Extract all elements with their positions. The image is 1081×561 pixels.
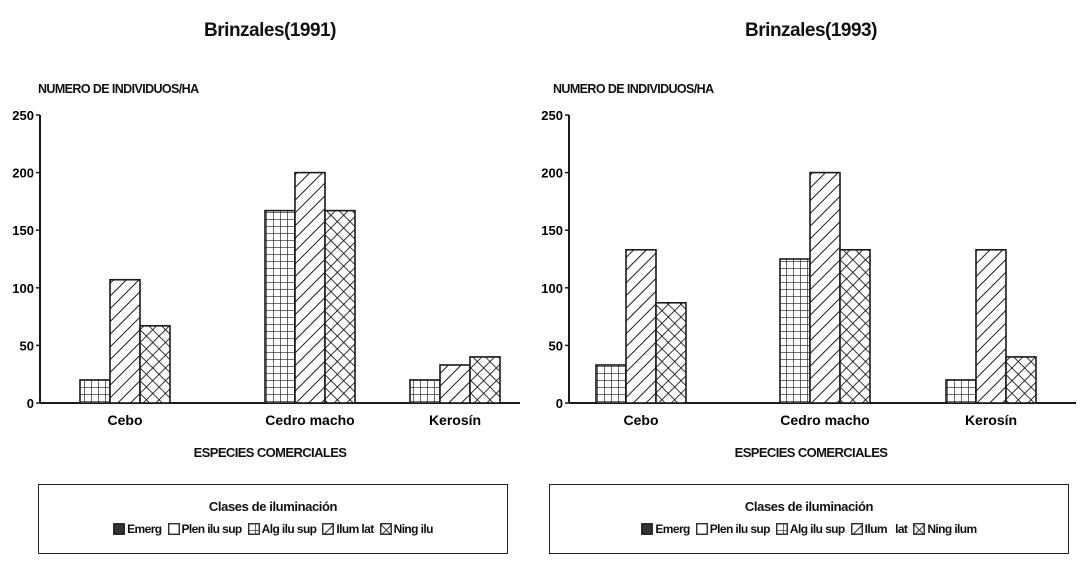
legend-swatch	[247, 523, 260, 535]
legend-label: Ilum lat	[864, 522, 908, 536]
bar-ning-ilu	[655, 301, 687, 404]
bar-alg-ilu-sup	[409, 379, 441, 404]
legend-swatch	[695, 523, 708, 535]
bar-ilum-lat	[294, 171, 326, 404]
legend-item: Ilum lat	[850, 522, 908, 536]
y-tick-label: 0	[27, 396, 34, 411]
y-tick-label: 100	[12, 281, 34, 296]
legend-title: Clases de iluminación	[744, 499, 874, 514]
x-tick-label: Kerosín	[965, 412, 1017, 428]
legend-item: Ilum lat	[322, 522, 374, 536]
legend-swatch	[641, 523, 654, 535]
bar-chart-plot: 0 50 100 150 200 250 Cebo Cedro macho Kerosín	[12, 108, 520, 428]
y-tick-label: 50	[20, 338, 34, 353]
y-tick-label: 150	[12, 223, 34, 238]
bar-alg-ilu-sup	[264, 209, 296, 404]
legend-item: Ning ilu	[379, 522, 434, 536]
legend-swatch	[322, 523, 335, 535]
legend-item: Emerg	[641, 522, 690, 536]
x-tick-label: Kerosín	[429, 412, 481, 428]
legend-item: Alg ilu sup	[247, 522, 317, 536]
bar-ning-ilu	[469, 356, 501, 404]
chart-title: Brinzales(1993)	[745, 20, 877, 41]
legend-swatch	[113, 523, 126, 535]
bar-alg-ilu-sup	[779, 258, 811, 404]
legend: Clases de iluminación Emerg Plen ilu sup A…	[549, 484, 1069, 554]
legend-label: Emerg	[655, 522, 690, 536]
bar-alg-ilu-sup	[79, 379, 111, 404]
legend-item: Ning ilum	[913, 522, 977, 536]
x-tick-label: Cebo	[624, 412, 659, 428]
legend-label: Ning ilum	[927, 522, 977, 536]
legend-label: Alg ilu sup	[261, 522, 317, 536]
y-axis-label: NUMERO DE INDIVIDUOS/HA	[553, 82, 714, 96]
legend-swatch	[850, 523, 863, 535]
legend-item: Alg ilu sup	[776, 522, 845, 536]
x-tick-label: Cedro macho	[780, 412, 869, 428]
x-tick-label: Cedro macho	[265, 412, 354, 428]
y-tick-label: 250	[541, 108, 563, 123]
legend-item: Emerg	[113, 522, 162, 536]
legend-label: Alg ilu sup	[789, 522, 845, 536]
legend-label: Emerg	[127, 522, 162, 536]
y-tick-label: 200	[541, 166, 563, 181]
y-tick-label: 150	[541, 223, 563, 238]
legend: Clases de iluminación Emerg Plen ilu sup A…	[38, 484, 508, 554]
bar-ning-ilu	[839, 248, 871, 404]
bar-ilum-lat	[809, 171, 841, 404]
bar-alg-ilu-sup	[595, 364, 627, 404]
y-tick-label: 100	[541, 281, 563, 296]
legend-item: Plen ilu sup	[167, 522, 243, 536]
y-tick-label: 250	[12, 108, 34, 123]
bar-ning-ilu	[139, 325, 171, 404]
chart-panel-1993: Brinzales(1993) NUMERO DE INDIVIDUOS/HA …	[541, 0, 1081, 561]
chart-title: Brinzales(1991)	[204, 20, 336, 41]
bar-ilum-lat	[439, 364, 471, 404]
bar-ilum-lat	[109, 278, 141, 404]
y-tick-label: 200	[12, 166, 34, 181]
y-axis-label: NUMERO DE INDIVIDUOS/HA	[38, 82, 199, 96]
bar-ilum-lat	[625, 248, 657, 404]
y-tick-label: 50	[549, 338, 563, 353]
legend-swatch	[379, 523, 392, 535]
bar-ilum-lat	[975, 248, 1007, 404]
legend-swatch	[167, 523, 180, 535]
legend-label: Ning ilu	[393, 522, 434, 536]
legend-title: Clases de iluminación	[208, 499, 338, 514]
y-tick-label: 0	[556, 396, 563, 411]
bar-ning-ilu	[1005, 356, 1037, 404]
x-tick-label: Cebo	[108, 412, 143, 428]
legend-label: Ilum lat	[336, 522, 374, 536]
legend-item: Plen ilu sup	[695, 522, 771, 536]
x-axis-label: ESPECIES COMERCIALES	[193, 445, 347, 460]
legend-swatch	[776, 523, 788, 535]
x-axis-label: ESPECIES COMERCIALES	[734, 445, 888, 460]
legend-label: Plen ilu sup	[709, 522, 771, 536]
chart-panel-1991: Brinzales(1991) NUMERO DE INDIVIDUOS/HA …	[0, 0, 540, 561]
legend-label: Plen ilu sup	[181, 522, 243, 536]
bar-chart-plot: 0 50 100 150 200 250 Cebo Cedro macho Kerosín	[541, 108, 1076, 428]
bar-ning-ilu	[324, 209, 356, 404]
legend-swatch	[913, 523, 926, 535]
legend-items: Emerg Plen ilu sup Alg ilu sup Ilum lat Ning…	[39, 522, 507, 536]
bar-alg-ilu-sup	[945, 379, 977, 404]
legend-items: Emerg Plen ilu sup Alg ilu sup Ilum lat Ning…	[550, 522, 1068, 536]
